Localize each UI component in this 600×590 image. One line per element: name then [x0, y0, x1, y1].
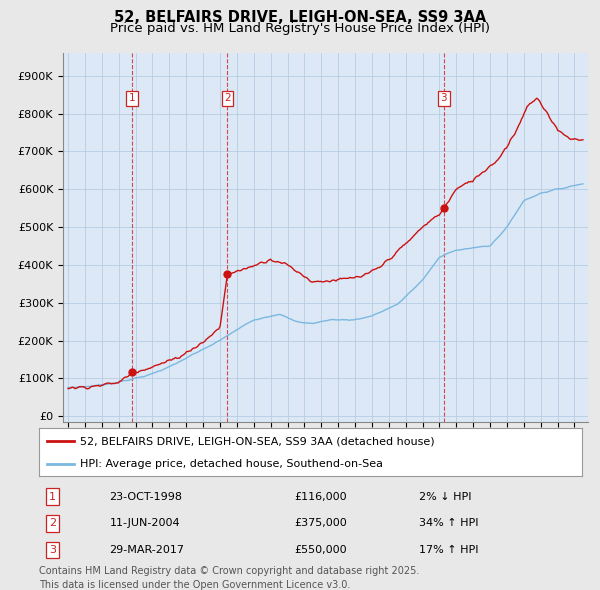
Text: 3: 3 — [440, 93, 447, 103]
Text: 34% ↑ HPI: 34% ↑ HPI — [419, 519, 479, 529]
Text: 1: 1 — [49, 491, 56, 502]
Text: 52, BELFAIRS DRIVE, LEIGH-ON-SEA, SS9 3AA: 52, BELFAIRS DRIVE, LEIGH-ON-SEA, SS9 3A… — [114, 10, 486, 25]
Text: HPI: Average price, detached house, Southend-on-Sea: HPI: Average price, detached house, Sout… — [80, 459, 383, 469]
Text: Contains HM Land Registry data © Crown copyright and database right 2025.
This d: Contains HM Land Registry data © Crown c… — [39, 566, 419, 589]
Text: 52, BELFAIRS DRIVE, LEIGH-ON-SEA, SS9 3AA (detached house): 52, BELFAIRS DRIVE, LEIGH-ON-SEA, SS9 3A… — [80, 436, 434, 446]
Text: 23-OCT-1998: 23-OCT-1998 — [110, 491, 182, 502]
Text: 2: 2 — [49, 519, 56, 529]
Text: 3: 3 — [49, 545, 56, 555]
Text: 2% ↓ HPI: 2% ↓ HPI — [419, 491, 472, 502]
Text: 17% ↑ HPI: 17% ↑ HPI — [419, 545, 479, 555]
Text: 11-JUN-2004: 11-JUN-2004 — [110, 519, 180, 529]
Text: £116,000: £116,000 — [294, 491, 347, 502]
Text: Price paid vs. HM Land Registry's House Price Index (HPI): Price paid vs. HM Land Registry's House … — [110, 22, 490, 35]
Text: £375,000: £375,000 — [294, 519, 347, 529]
Text: £550,000: £550,000 — [294, 545, 347, 555]
Text: 2: 2 — [224, 93, 231, 103]
Text: 1: 1 — [129, 93, 136, 103]
Text: 29-MAR-2017: 29-MAR-2017 — [110, 545, 185, 555]
